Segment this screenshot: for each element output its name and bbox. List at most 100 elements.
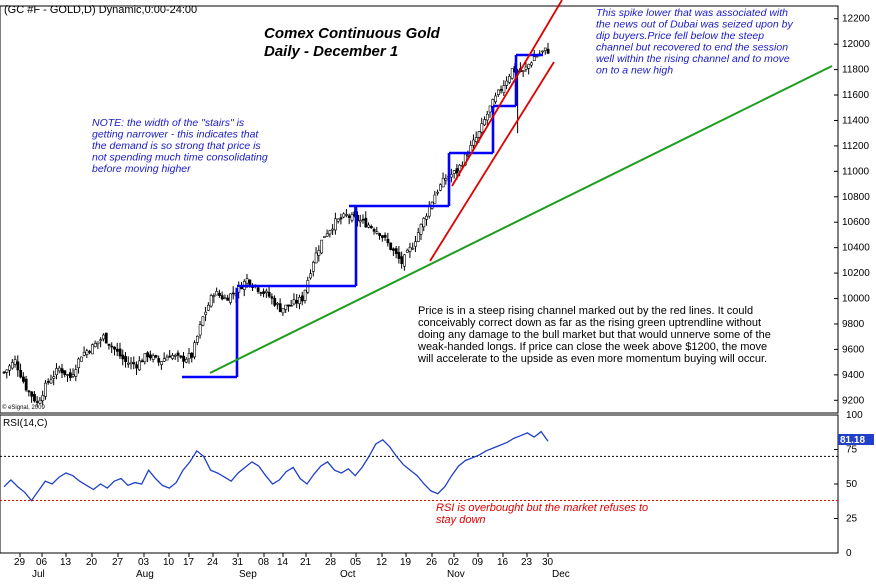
candle-body [204, 311, 208, 315]
annotation-line: well within the rising channel and to mo… [596, 53, 790, 65]
candle-body [5, 369, 9, 373]
x-tick-label: 31 [232, 557, 244, 568]
annotation-line: channel but recovered to end the session [596, 42, 788, 54]
candle-body [113, 346, 116, 350]
candle-body [342, 213, 346, 218]
candle-body [165, 356, 169, 361]
candle-body [298, 297, 301, 304]
candle-body [220, 295, 224, 300]
candle-body [367, 224, 371, 228]
candle-body [195, 335, 199, 343]
price-tick-label: 9600 [842, 344, 865, 355]
rsi-last-value-box [838, 434, 874, 445]
annotation-line: This spike lower that was associated wit… [596, 7, 788, 19]
x-tick-label: 24 [207, 557, 219, 568]
candle-body [524, 66, 528, 70]
candle-body [488, 105, 492, 113]
candle-body [361, 218, 365, 221]
annotation-line: conceivably correct down as far as the r… [418, 317, 761, 329]
candle-body [173, 354, 177, 357]
rsi-tick-label: 0 [846, 548, 852, 559]
candle-body [33, 394, 36, 402]
candle-body [320, 239, 324, 254]
candle-body [115, 348, 119, 352]
candle-body [16, 361, 20, 371]
rsi-tick-label: 75 [846, 445, 858, 456]
x-tick-label: 12 [376, 557, 388, 568]
candle-body [143, 353, 147, 363]
candle-body [392, 248, 395, 251]
candle-body [472, 139, 475, 146]
candle-body [63, 370, 67, 376]
candle-body [494, 95, 498, 103]
annotation-line: on to a new high [596, 65, 673, 77]
x-tick-label: 30 [542, 557, 554, 568]
candle-body [27, 390, 31, 393]
candle-body [110, 345, 114, 348]
candle-body [8, 365, 12, 371]
x-tick-label: 02 [448, 557, 460, 568]
candle-body [46, 381, 50, 383]
candle-body [102, 334, 105, 340]
annotation-line: getting narrower - this indicates that [92, 129, 259, 141]
x-tick-label: 23 [521, 557, 533, 568]
candle-body [276, 303, 279, 305]
annotation-line: before moving higher [92, 163, 191, 175]
candle-body [209, 295, 213, 307]
candle-body [10, 362, 14, 369]
candle-body [510, 68, 514, 79]
candle-body [530, 62, 533, 66]
candle-body [378, 233, 382, 236]
candle-body [218, 292, 221, 296]
candle-body [198, 324, 202, 336]
candle-body [292, 299, 296, 305]
x-tick-label: 28 [325, 557, 337, 568]
candle-body [52, 376, 56, 379]
candle-body [477, 131, 481, 138]
candle-body [300, 295, 304, 302]
candle-body [262, 291, 266, 294]
x-tick-label: 08 [258, 557, 270, 568]
candle-body [508, 76, 511, 83]
candle-body [543, 47, 547, 51]
candle-body [91, 344, 94, 355]
candle-body [118, 348, 122, 357]
candle-body [168, 355, 172, 358]
price-tick-label: 11800 [842, 65, 870, 76]
chart-title: Comex Continuous Gold [264, 25, 441, 42]
candle-body [389, 242, 393, 250]
price-tick-label: 9800 [842, 319, 865, 330]
candle-body [427, 206, 431, 217]
candle-body [328, 230, 332, 235]
candle-body [41, 395, 45, 401]
candle-body [44, 382, 47, 397]
candle-body [157, 358, 161, 363]
candle-body [403, 254, 406, 267]
rsi-tick-label: 100 [846, 410, 863, 421]
candle-body [408, 247, 412, 252]
candle-body [171, 355, 174, 359]
price-tick-label: 10600 [842, 217, 870, 228]
channel-upper-line [451, 0, 563, 187]
candle-body [405, 250, 409, 253]
annotation-line: doing any damage to the bull market but … [418, 329, 771, 341]
candle-body [135, 364, 139, 369]
x-tick-label: 20 [86, 557, 98, 568]
candle-body [358, 220, 362, 223]
candle-body [527, 64, 531, 69]
candle-body [162, 358, 166, 362]
x-tick-label: 26 [426, 557, 438, 568]
candle-body [532, 56, 536, 62]
candle-body [207, 304, 210, 311]
candle-body [485, 113, 489, 121]
candle-body [57, 367, 61, 372]
candle-body [541, 50, 544, 53]
x-month-label: Aug [136, 569, 154, 579]
candle-body [499, 89, 503, 91]
candle-body [422, 218, 426, 228]
candle-body [350, 214, 354, 221]
candle-body [273, 298, 277, 306]
annotation-line: NOTE: the width of the "stairs" is [92, 117, 245, 129]
candle-body [259, 292, 263, 294]
candle-body [71, 374, 75, 377]
